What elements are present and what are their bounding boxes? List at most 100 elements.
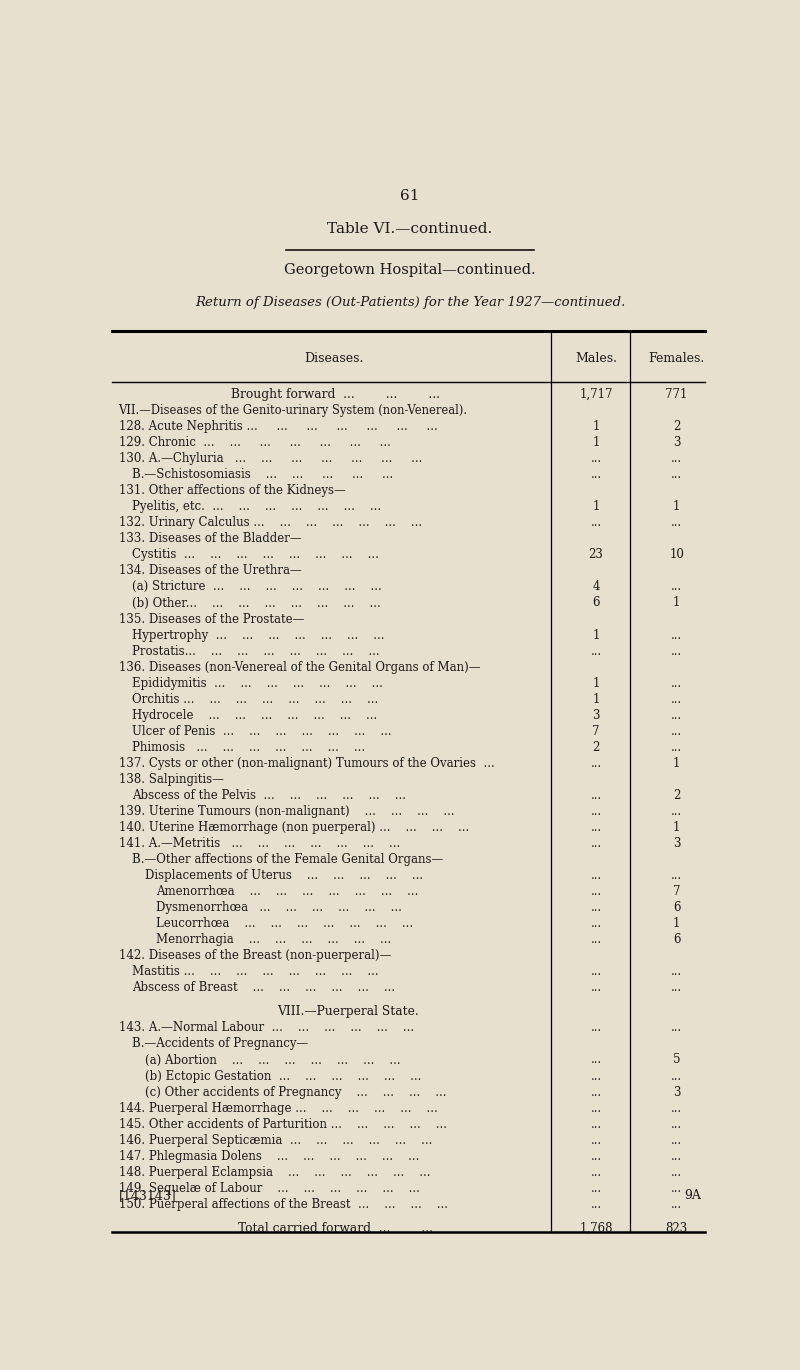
Text: 142. Diseases of the Breast (non-puerperal)—: 142. Diseases of the Breast (non-puerper… (118, 949, 391, 962)
Text: 2: 2 (673, 789, 680, 801)
Text: 1: 1 (673, 596, 680, 610)
Text: Diseases.: Diseases. (304, 352, 364, 366)
Text: ...: ... (590, 1133, 602, 1147)
Text: 147. Phlegmasia Dolens    ...    ...    ...    ...    ...    ...: 147. Phlegmasia Dolens ... ... ... ... .… (118, 1149, 419, 1163)
Text: 6: 6 (673, 933, 680, 947)
Text: ...: ... (590, 1182, 602, 1195)
Text: ...: ... (671, 981, 682, 995)
Text: 1: 1 (592, 436, 600, 449)
Text: ...: ... (671, 452, 682, 466)
Text: ...: ... (671, 1197, 682, 1211)
Text: (c) Other accidents of Pregnancy    ...    ...    ...    ...: (c) Other accidents of Pregnancy ... ...… (145, 1085, 446, 1099)
Text: ...: ... (671, 1022, 682, 1034)
Text: ...: ... (590, 869, 602, 882)
Text: ...: ... (671, 469, 682, 481)
Text: ...: ... (671, 1149, 682, 1163)
Text: 130. A.—Chyluria   ...    ...     ...     ...     ...     ...     ...: 130. A.—Chyluria ... ... ... ... ... ...… (118, 452, 422, 466)
Text: 1: 1 (592, 629, 600, 641)
Text: 132. Urinary Calculus ...    ...    ...    ...    ...    ...    ...: 132. Urinary Calculus ... ... ... ... ..… (118, 516, 422, 529)
Text: B.—Accidents of Pregnancy—: B.—Accidents of Pregnancy— (132, 1037, 309, 1051)
Text: 136. Diseases (non-Venereal of the Genital Organs of Man)—: 136. Diseases (non-Venereal of the Genit… (118, 660, 480, 674)
Text: 150. Puerperal affections of the Breast  ...    ...    ...    ...: 150. Puerperal affections of the Breast … (118, 1197, 448, 1211)
Text: ...: ... (590, 1101, 602, 1115)
Text: Leucorrhœa    ...    ...    ...    ...    ...    ...    ...: Leucorrhœa ... ... ... ... ... ... ... (156, 917, 413, 930)
Text: 2: 2 (673, 421, 680, 433)
Text: ...: ... (671, 1133, 682, 1147)
Text: 1: 1 (592, 677, 600, 689)
Text: Return of Diseases (Out-Patients) for the Year 1927—continued.: Return of Diseases (Out-Patients) for th… (195, 296, 625, 310)
Text: Orchitis ...    ...    ...    ...    ...    ...    ...    ...: Orchitis ... ... ... ... ... ... ... ... (132, 693, 378, 706)
Text: ...: ... (590, 917, 602, 930)
Text: ...: ... (590, 516, 602, 529)
Text: ...: ... (590, 885, 602, 899)
Text: ...: ... (671, 741, 682, 754)
Text: ...: ... (671, 693, 682, 706)
Text: 7: 7 (592, 725, 600, 738)
Text: Ulcer of Penis  ...    ...    ...    ...    ...    ...    ...: Ulcer of Penis ... ... ... ... ... ... .… (132, 725, 392, 738)
Text: ...: ... (590, 821, 602, 834)
Text: ...: ... (590, 452, 602, 466)
Text: Pyelitis, etc.  ...    ...    ...    ...    ...    ...    ...: Pyelitis, etc. ... ... ... ... ... ... .… (132, 500, 382, 514)
Text: ...: ... (590, 645, 602, 658)
Text: 138. Salpingitis—: 138. Salpingitis— (118, 773, 223, 786)
Text: Phimosis   ...    ...    ...    ...    ...    ...    ...: Phimosis ... ... ... ... ... ... ... (132, 741, 366, 754)
Text: Epididymitis  ...    ...    ...    ...    ...    ...    ...: Epididymitis ... ... ... ... ... ... ... (132, 677, 383, 689)
Text: ...: ... (590, 1197, 602, 1211)
Text: 61: 61 (400, 189, 420, 203)
Text: 137. Cysts or other (non-malignant) Tumours of the Ovaries  ...: 137. Cysts or other (non-malignant) Tumo… (118, 756, 494, 770)
Text: 1: 1 (673, 756, 680, 770)
Text: VII.—Diseases of the Genito-urinary System (non-Venereal).: VII.—Diseases of the Genito-urinary Syst… (118, 404, 468, 416)
Text: 3: 3 (673, 1085, 680, 1099)
Text: 139. Uterine Tumours (non-malignant)    ...    ...    ...    ...: 139. Uterine Tumours (non-malignant) ...… (118, 806, 454, 818)
Text: ...: ... (671, 869, 682, 882)
Text: ...: ... (671, 1070, 682, 1082)
Text: ...: ... (671, 806, 682, 818)
Text: 141. A.—Metritis   ...    ...    ...    ...    ...    ...    ...: 141. A.—Metritis ... ... ... ... ... ...… (118, 837, 400, 849)
Text: ...: ... (671, 1182, 682, 1195)
Text: 1: 1 (592, 693, 600, 706)
Text: 1,717: 1,717 (579, 388, 613, 401)
Text: 4: 4 (592, 581, 600, 593)
Text: ...: ... (590, 901, 602, 914)
Text: 771: 771 (666, 388, 688, 401)
Text: 143. A.—Normal Labour  ...    ...    ...    ...    ...    ...: 143. A.—Normal Labour ... ... ... ... ..… (118, 1022, 414, 1034)
Text: 823: 823 (666, 1222, 688, 1234)
Text: Females.: Females. (649, 352, 705, 366)
Text: 146. Puerperal Septicæmia  ...    ...    ...    ...    ...    ...: 146. Puerperal Septicæmia ... ... ... ..… (118, 1133, 432, 1147)
Text: 10: 10 (669, 548, 684, 562)
Text: 23: 23 (589, 548, 603, 562)
Text: 131. Other affections of the Kidneys—: 131. Other affections of the Kidneys— (118, 484, 346, 497)
Text: 3: 3 (673, 837, 680, 849)
Text: Dysmenorrhœa   ...    ...    ...    ...    ...    ...: Dysmenorrhœa ... ... ... ... ... ... (156, 901, 402, 914)
Text: 6: 6 (673, 901, 680, 914)
Text: 148. Puerperal Eclampsia    ...    ...    ...    ...    ...    ...: 148. Puerperal Eclampsia ... ... ... ...… (118, 1166, 430, 1178)
Text: ...: ... (590, 469, 602, 481)
Text: VIII.—Puerperal State.: VIII.—Puerperal State. (277, 1006, 419, 1018)
Text: Menorrhagia    ...    ...    ...    ...    ...    ...: Menorrhagia ... ... ... ... ... ... (156, 933, 391, 947)
Text: B.—Schistosomiasis    ...    ...     ...     ...     ...: B.—Schistosomiasis ... ... ... ... ... (132, 469, 394, 481)
Text: 1,768: 1,768 (579, 1222, 613, 1234)
Text: ...: ... (590, 806, 602, 818)
Text: Cystitis  ...    ...    ...    ...    ...    ...    ...    ...: Cystitis ... ... ... ... ... ... ... ... (132, 548, 379, 562)
Text: 3: 3 (673, 436, 680, 449)
Text: ...: ... (671, 1166, 682, 1178)
Text: 1: 1 (673, 821, 680, 834)
Text: 140. Uterine Hæmorrhage (non puerperal) ...    ...    ...    ...: 140. Uterine Hæmorrhage (non puerperal) … (118, 821, 469, 834)
Text: ...: ... (671, 516, 682, 529)
Text: 1: 1 (673, 917, 680, 930)
Text: 2: 2 (592, 741, 600, 754)
Text: 133. Diseases of the Bladder—: 133. Diseases of the Bladder— (118, 533, 302, 545)
Text: ...: ... (590, 981, 602, 995)
Text: Total carried forward  ...        ...: Total carried forward ... ... (238, 1222, 433, 1234)
Text: ...: ... (671, 677, 682, 689)
Text: Mastitis ...    ...    ...    ...    ...    ...    ...    ...: Mastitis ... ... ... ... ... ... ... ... (132, 966, 379, 978)
Text: Hypertrophy  ...    ...    ...    ...    ...    ...    ...: Hypertrophy ... ... ... ... ... ... ... (132, 629, 385, 641)
Text: ...: ... (590, 1118, 602, 1130)
Text: ...: ... (590, 789, 602, 801)
Text: 135. Diseases of the Prostate—: 135. Diseases of the Prostate— (118, 612, 304, 626)
Text: 1: 1 (673, 500, 680, 514)
Text: ...: ... (590, 1054, 602, 1066)
Text: ...: ... (590, 1085, 602, 1099)
Text: 3: 3 (592, 708, 600, 722)
Text: B.—Other affections of the Female Genital Organs—: B.—Other affections of the Female Genita… (132, 854, 443, 866)
